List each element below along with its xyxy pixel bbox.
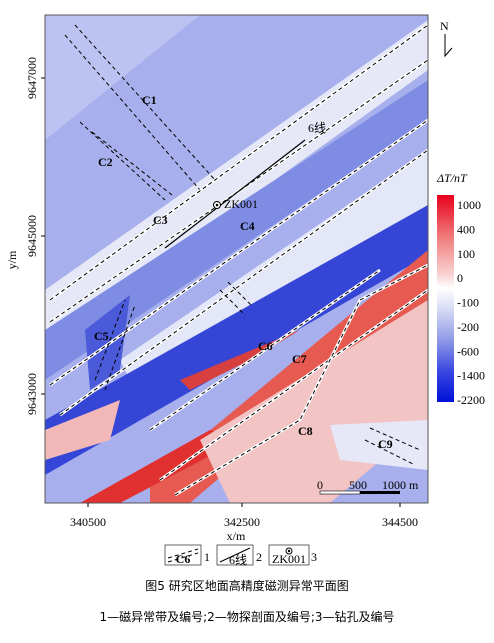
anomaly-label: C5 xyxy=(94,329,109,343)
x-tick-label: 340500 xyxy=(70,515,106,529)
colorbar-tick-label: -2200 xyxy=(457,393,485,407)
legend-label: 2 xyxy=(256,550,262,564)
anomaly-map xyxy=(45,15,428,503)
scale-label: 500 xyxy=(349,478,367,492)
scale-label: 0 xyxy=(317,478,323,492)
caption-note: 1—磁异常带及编号;2—物探剖面及编号;3—钻孔及编号 xyxy=(100,609,395,624)
map-frame xyxy=(44,14,429,504)
scale-label: 1000 m xyxy=(382,478,419,492)
y-tick-label: 9643000 xyxy=(25,373,39,415)
anomaly-label: C7 xyxy=(292,352,307,366)
colorbar-tick-label: -100 xyxy=(457,296,479,310)
legend: C6 1 6线 2 ZK001 3 xyxy=(164,544,317,567)
colorbar-tick-label: -1400 xyxy=(457,369,485,383)
colorbar-tick-label: 400 xyxy=(457,222,475,236)
anomaly-label: C2 xyxy=(98,155,113,169)
anomaly-label: C3 xyxy=(153,213,168,227)
colorbar-tick-label: 1000 xyxy=(457,198,481,212)
y-axis-label: y/m xyxy=(5,250,19,269)
north-label: N xyxy=(440,19,449,33)
legend-symbol: ZK001 xyxy=(272,552,306,566)
x-axis-label: x/m xyxy=(227,529,246,543)
scale-bar: 0 500 1000 m xyxy=(317,478,419,495)
colorbar-tick-label: -200 xyxy=(457,320,479,334)
y-tick-label: 9647000 xyxy=(25,57,39,99)
legend-label: 1 xyxy=(204,550,210,564)
colorbar-tick-label: 0 xyxy=(457,271,463,285)
colorbar-tick-label: 100 xyxy=(457,247,475,261)
profile-label: 6线 xyxy=(308,121,326,135)
legend-label: 3 xyxy=(311,550,317,564)
colorbar-tick-label: -600 xyxy=(457,344,479,358)
caption-title: 图5 研究区地面高精度磁测异常平面图 xyxy=(145,578,348,593)
north-arrow: N xyxy=(440,19,453,58)
anomaly-label: C8 xyxy=(298,424,313,438)
anomaly-label: C4 xyxy=(240,219,255,233)
legend-symbol: C6 xyxy=(176,552,191,566)
anomaly-label: C9 xyxy=(378,437,393,451)
borehole-label: ZK001 xyxy=(224,197,258,211)
anomaly-label: C1 xyxy=(142,93,157,107)
anomaly-label: C6 xyxy=(258,339,273,353)
anomaly-boundaries xyxy=(49,23,429,497)
x-tick-label: 344500 xyxy=(382,515,418,529)
x-tick-label: 342500 xyxy=(224,515,260,529)
legend-symbol: 6线 xyxy=(229,553,247,567)
y-tick-label: 9645000 xyxy=(25,215,39,257)
colorbar-title: ΔT/nT xyxy=(436,171,468,185)
